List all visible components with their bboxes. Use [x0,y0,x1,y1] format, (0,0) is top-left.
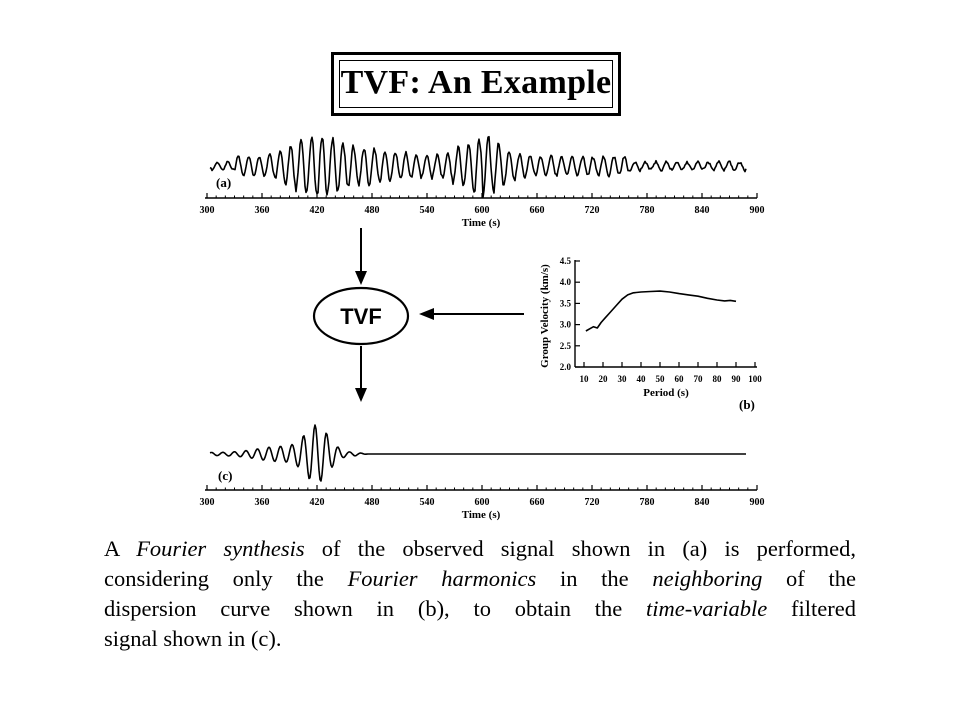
time-axis-c-label: Time (s) [462,509,501,521]
panel-b-label: (b) [739,397,755,412]
caption-paragraph: A Fourier synthesis of the observed sign… [104,534,856,654]
panel-a-label: (a) [216,175,231,190]
caption-text: signal shown in (c). [104,626,282,651]
tvf-filter-node: TVF [312,286,410,346]
time-axis-a-tick-label: 360 [255,205,270,216]
caption-text: A [104,536,137,561]
velocity-axis-label: Group Velocity (km/s) [539,264,551,368]
caption-line: considering only the Fourier harmonics i… [104,564,856,594]
time-axis-c-tick-label: 480 [365,497,380,508]
time-axis-c-tick-label: 660 [530,497,545,508]
period-tick-label: 30 [618,374,628,384]
time-axis-a-ticks: 300 360 420 480 540 600 660 720 780 840 900 [200,193,765,216]
caption-emphasis: time-variable [646,596,768,621]
time-axis-a-tick-label: 540 [420,205,435,216]
seismogram-a: (a) 300 360 420 480 540 600 660 720 780 840 900 Ti… [200,135,765,229]
time-axis-c-tick-label: 300 [200,497,215,508]
period-tick-label: 90 [732,374,742,384]
period-tick-label: 60 [675,374,685,384]
period-tick-label: 10 [580,374,590,384]
time-axis-c-tick-label: 780 [640,497,655,508]
velocity-tick-label: 3.5 [560,298,572,308]
time-axis-a-tick-label: 780 [640,205,655,216]
time-axis-c-tick-label: 420 [310,497,325,508]
velocity-tick-label: 2.0 [560,362,572,372]
caption-line: signal shown in (c). [104,624,856,654]
period-tick-label: 70 [694,374,704,384]
time-axis-a-tick-label: 840 [695,205,710,216]
time-axis-a-tick-label: 600 [475,205,490,216]
time-axis-c-tick-label: 840 [695,497,710,508]
velocity-axis-ticks: 2.0 2.5 3.0 3.5 4.0 4.5 [560,256,580,372]
velocity-tick-label: 3.0 [560,320,572,330]
caption-emphasis: Fourier harmonics [347,566,537,591]
dispersion-plot-b: 2.0 2.5 3.0 3.5 4.0 4.5 10 20 30 40 50 60 70 80 90 100… [539,256,762,412]
title-inner-frame [339,60,613,108]
period-tick-label: 80 [713,374,723,384]
time-axis-c-ticks: 300 360 420 480 540 600 660 720 780 840 900 [200,485,765,508]
time-axis-a-tick-label: 300 [200,205,215,216]
period-tick-label: 100 [748,374,762,384]
time-axis-a-tick-label: 480 [365,205,380,216]
time-axis-c-tick-label: 360 [255,497,270,508]
caption-text: dispersion curve shown in (b), to obtain… [104,596,647,621]
caption-emphasis: Fourier synthesis [136,536,305,561]
time-axis-a-tick-label: 900 [750,205,765,216]
slide-title: TVF: An Example [340,64,612,101]
time-axis-c-tick-label: 720 [585,497,600,508]
time-axis-a-tick-label: 420 [310,205,325,216]
caption-emphasis: neighboring [652,566,763,591]
caption-text: of the observed signal shown in (a) is p… [304,536,856,561]
time-axis-c-tick-label: 540 [420,497,435,508]
period-tick-label: 50 [656,374,666,384]
tvf-filter-label: TVF [340,304,382,329]
caption-text: in the [536,566,653,591]
caption-line: dispersion curve shown in (b), to obtain… [104,594,856,624]
time-axis-a-tick-label: 660 [530,205,545,216]
arrow-down-to-filter [355,228,367,285]
arrow-dispersion-to-filter [419,308,524,320]
filtered-signal-trace [209,424,746,482]
title-frame: TVF: An Example [331,52,621,116]
period-tick-label: 20 [599,374,609,384]
panel-c-label: (c) [218,468,232,483]
seismogram-c: (c) 300 360 420 480 540 600 660 720 780 840 900 Ti… [200,424,765,521]
caption-text: filtered [767,596,856,621]
velocity-tick-label: 4.5 [560,256,572,266]
arrow-down-to-output [355,346,367,402]
period-axis-ticks: 10 20 30 40 50 60 70 80 90 100 [580,362,762,384]
velocity-tick-label: 4.0 [560,277,572,287]
caption-text: of the [762,566,856,591]
time-axis-c-tick-label: 900 [750,497,765,508]
velocity-tick-label: 2.5 [560,341,572,351]
caption-text: considering only the [104,566,348,591]
period-tick-label: 40 [637,374,647,384]
observed-signal-trace [209,135,747,199]
dispersion-curve [585,290,737,332]
caption-line: A Fourier synthesis of the observed sign… [104,534,856,564]
time-axis-c-tick-label: 600 [475,497,490,508]
time-axis-a-tick-label: 720 [585,205,600,216]
period-axis-label: Period (s) [643,387,689,399]
time-axis-a-label: Time (s) [462,217,501,229]
